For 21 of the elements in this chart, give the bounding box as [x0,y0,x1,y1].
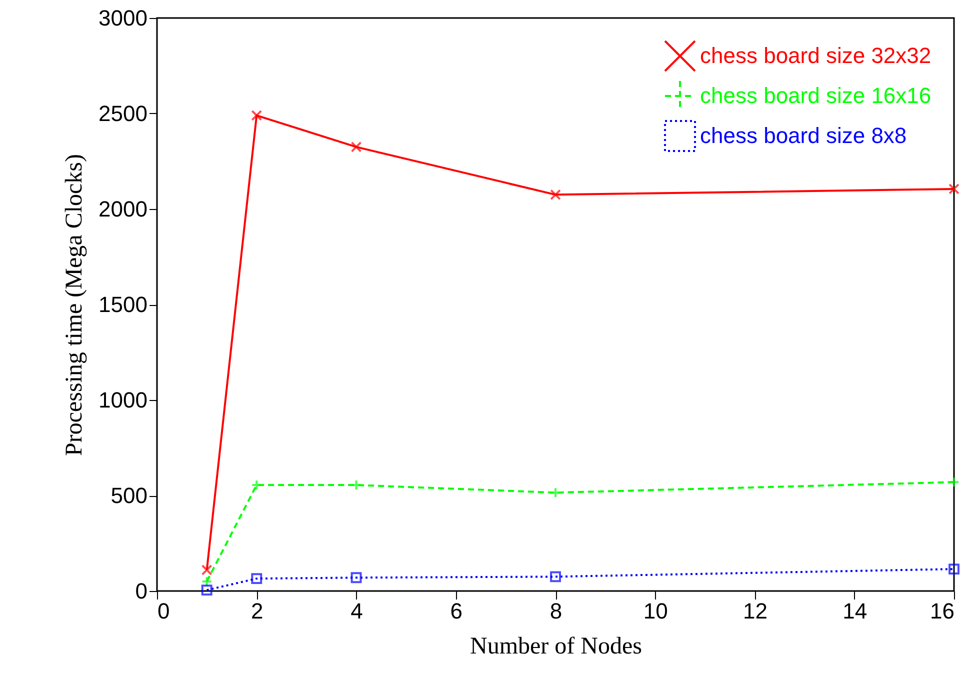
x-tick-label: 2 [251,598,264,624]
x-tick-label: 16 [930,598,954,624]
x-tick-label: 8 [550,598,562,624]
y-tick-label: 0 [135,578,148,604]
y-tick-label: 2000 [98,196,148,222]
legend-label: chess board size 16x16 [700,83,932,108]
x-tick-label: 14 [842,598,868,624]
x-tick-label: 4 [350,598,363,624]
x-axis-title: Number of Nodes [470,634,642,660]
legend-label: chess board size 8x8 [700,123,907,148]
y-tick-label: 3000 [98,6,148,30]
x-tick-label: 12 [743,598,768,624]
y-tick-label: 1500 [98,292,148,317]
legend-label: chess board size 32x32 [700,43,932,68]
y-axis-title: Processing time (Mega Clocks) [62,154,88,456]
x-tick-label: 6 [450,598,462,624]
y-tick-label: 1000 [98,388,148,412]
x-tick-label: 0 [158,598,170,624]
x-tick-label: 10 [643,598,668,624]
y-tick-label: 500 [110,483,148,508]
y-tick-label: 2500 [98,101,148,126]
